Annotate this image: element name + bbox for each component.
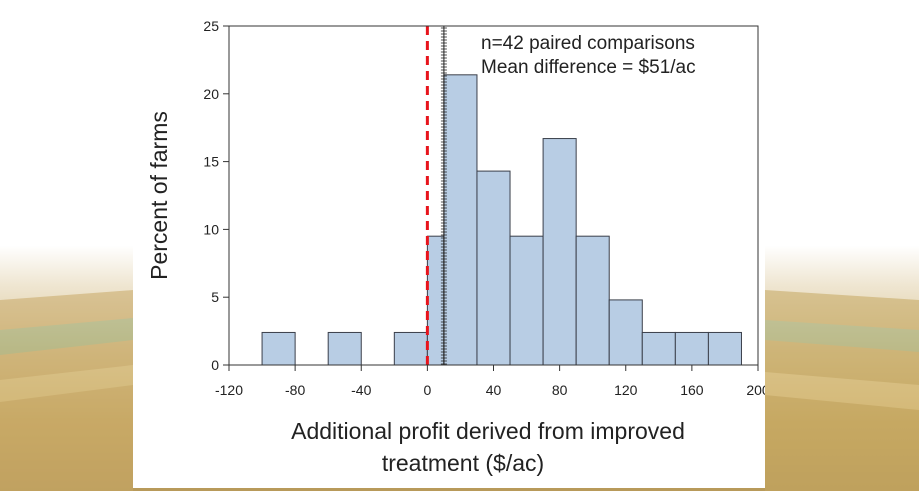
x-tick-label: 200 bbox=[746, 382, 765, 398]
y-tick-label: 0 bbox=[211, 357, 219, 373]
y-axis-label: Percent of farms bbox=[146, 111, 172, 280]
histogram-bar bbox=[261, 331, 296, 366]
x-tick-label: -80 bbox=[285, 382, 305, 398]
y-tick-label: 10 bbox=[203, 221, 219, 237]
bars-group bbox=[261, 74, 742, 366]
histogram-bar bbox=[476, 170, 511, 366]
chart-panel: 0 5 10 15 20 25 -120 -80 -40 0 40 80 120 160 200 n=42… bbox=[133, 12, 765, 488]
x-tick-label: -120 bbox=[215, 382, 243, 398]
histogram-bar bbox=[608, 299, 643, 366]
x-tick-label: -40 bbox=[351, 382, 371, 398]
x-tick-label: 160 bbox=[680, 382, 704, 398]
x-tick-label: 0 bbox=[423, 382, 431, 398]
y-tick-label: 20 bbox=[203, 86, 219, 102]
histogram-chart: 0 5 10 15 20 25 -120 -80 -40 0 40 80 120 160 200 n=42… bbox=[146, 18, 765, 476]
histogram-bar bbox=[509, 235, 544, 366]
histogram-bar bbox=[443, 74, 478, 366]
histogram-bar bbox=[641, 331, 676, 366]
y-tick-label: 25 bbox=[203, 18, 219, 34]
histogram-bar bbox=[674, 331, 709, 366]
histogram-bar bbox=[393, 331, 428, 366]
y-tick-label: 5 bbox=[211, 289, 219, 305]
x-axis: -120 -80 -40 0 40 80 120 160 200 bbox=[215, 365, 765, 398]
x-axis-label-line1: Additional profit derived from improved bbox=[291, 418, 685, 444]
x-tick-label: 80 bbox=[552, 382, 568, 398]
y-tick-label: 15 bbox=[203, 154, 219, 170]
histogram-bar bbox=[542, 138, 577, 366]
x-tick-label: 40 bbox=[486, 382, 502, 398]
histogram-bar bbox=[575, 235, 610, 366]
x-tick-label: 120 bbox=[614, 382, 638, 398]
annotation-n: n=42 paired comparisons bbox=[481, 33, 695, 54]
annotation-mean: Mean difference = $51/ac bbox=[481, 57, 696, 78]
histogram-bar bbox=[327, 331, 362, 366]
x-axis-label-line2: treatment ($/ac) bbox=[382, 450, 544, 476]
y-axis: 0 5 10 15 20 25 bbox=[203, 18, 229, 373]
histogram-bar bbox=[707, 331, 742, 366]
reference-lines bbox=[425, 26, 447, 365]
